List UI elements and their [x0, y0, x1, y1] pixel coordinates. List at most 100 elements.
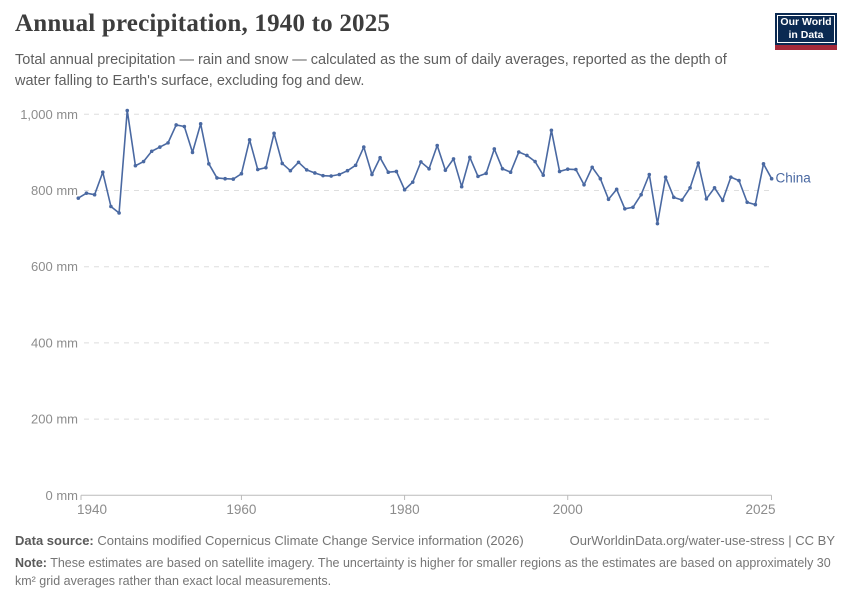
y-tick-label: 400 mm: [31, 335, 78, 350]
data-point[interactable]: [239, 171, 244, 176]
data-point[interactable]: [182, 124, 187, 129]
data-point[interactable]: [321, 173, 325, 178]
owid-logo-frame: Our World in Data: [777, 15, 835, 43]
data-point[interactable]: [427, 166, 431, 171]
data-source-row: Data source: Contains modified Copernicu…: [15, 533, 835, 548]
data-point[interactable]: [631, 205, 635, 210]
data-point[interactable]: [516, 150, 521, 154]
data-point[interactable]: [100, 170, 105, 175]
data-point[interactable]: [500, 166, 505, 171]
data-point[interactable]: [264, 165, 268, 170]
data-point[interactable]: [141, 159, 146, 164]
data-point[interactable]: [419, 160, 423, 164]
data-point[interactable]: [720, 198, 725, 203]
data-point[interactable]: [451, 157, 456, 161]
data-point[interactable]: [663, 175, 668, 179]
data-point[interactable]: [255, 167, 260, 172]
owid-logo[interactable]: Our World in Data: [775, 13, 837, 50]
data-point[interactable]: [125, 108, 130, 113]
x-tick-label: 1960: [226, 502, 256, 517]
data-point[interactable]: [435, 143, 440, 148]
x-tick-label: 1980: [390, 502, 420, 517]
chart-subtitle: Total annual precipitation — rain and sn…: [15, 52, 727, 90]
data-point[interactable]: [484, 171, 488, 176]
data-point[interactable]: [394, 169, 399, 174]
data-line-china[interactable]: [77, 109, 773, 225]
data-point[interactable]: [623, 206, 627, 211]
data-point[interactable]: [402, 187, 407, 192]
data-point[interactable]: [337, 172, 342, 177]
data-point[interactable]: [680, 198, 684, 202]
data-point[interactable]: [476, 174, 480, 179]
data-point[interactable]: [753, 202, 758, 207]
data-point[interactable]: [745, 200, 749, 205]
data-point[interactable]: [525, 153, 529, 158]
data-point[interactable]: [117, 211, 121, 215]
data-point[interactable]: [557, 169, 562, 174]
data-point[interactable]: [549, 128, 554, 133]
owid-cc-by-link[interactable]: OurWorldinData.org/water-use-stress | CC…: [569, 533, 835, 548]
data-point[interactable]: [508, 170, 513, 175]
data-point[interactable]: [590, 165, 594, 170]
note-label: Note:: [15, 556, 47, 570]
data-point[interactable]: [361, 145, 366, 149]
data-point[interactable]: [761, 162, 766, 166]
data-point[interactable]: [231, 177, 236, 181]
data-point[interactable]: [92, 192, 97, 197]
data-point[interactable]: [288, 168, 293, 173]
data-point[interactable]: [582, 182, 586, 187]
data-point[interactable]: [198, 122, 203, 126]
data-point[interactable]: [533, 159, 537, 164]
data-point[interactable]: [614, 187, 619, 192]
data-point[interactable]: [410, 180, 415, 184]
data-point[interactable]: [313, 171, 317, 175]
data-point[interactable]: [468, 155, 472, 160]
data-point[interactable]: [647, 172, 652, 177]
note-text: These estimates are based on satellite i…: [15, 556, 831, 589]
data-point[interactable]: [158, 145, 162, 149]
data-point[interactable]: [696, 161, 701, 165]
data-point[interactable]: [133, 163, 138, 168]
data-source-text: Data source: Contains modified Copernicu…: [15, 533, 524, 548]
data-point[interactable]: [378, 155, 382, 160]
data-point[interactable]: [606, 197, 611, 202]
data-point[interactable]: [565, 167, 570, 171]
data-point[interactable]: [296, 160, 301, 165]
precipitation-line-chart[interactable]: 1,000 mm 800 mm 600 mm 400 mm 200 mm 0 mm1940…: [0, 0, 850, 530]
data-point[interactable]: [671, 195, 676, 200]
data-point[interactable]: [174, 123, 178, 127]
data-point[interactable]: [688, 186, 692, 190]
data-point[interactable]: [492, 147, 497, 151]
data-point[interactable]: [76, 196, 81, 200]
data-point[interactable]: [190, 150, 195, 155]
y-tick-label: 0 mm: [46, 488, 79, 503]
data-point[interactable]: [712, 186, 717, 190]
data-point[interactable]: [166, 141, 170, 145]
data-point[interactable]: [370, 172, 374, 177]
data-point[interactable]: [215, 176, 219, 180]
data-point[interactable]: [737, 178, 741, 183]
data-point[interactable]: [459, 184, 464, 189]
data-point[interactable]: [109, 204, 113, 209]
data-point[interactable]: [769, 176, 774, 181]
data-point[interactable]: [541, 173, 546, 178]
data-point[interactable]: [639, 192, 643, 197]
data-point[interactable]: [345, 168, 350, 173]
data-point[interactable]: [280, 161, 285, 166]
data-point[interactable]: [655, 221, 660, 226]
data-point[interactable]: [329, 174, 333, 178]
data-point[interactable]: [443, 168, 448, 173]
data-point[interactable]: [574, 167, 578, 172]
data-point[interactable]: [207, 162, 211, 166]
data-point[interactable]: [272, 131, 276, 136]
data-point[interactable]: [353, 163, 358, 168]
data-point[interactable]: [598, 176, 603, 181]
data-point[interactable]: [247, 138, 252, 142]
data-point[interactable]: [704, 197, 709, 201]
data-point[interactable]: [223, 176, 227, 181]
data-point[interactable]: [149, 149, 154, 154]
data-point[interactable]: [729, 175, 733, 179]
data-point[interactable]: [84, 191, 89, 195]
data-point[interactable]: [304, 168, 309, 172]
data-point[interactable]: [386, 170, 391, 175]
